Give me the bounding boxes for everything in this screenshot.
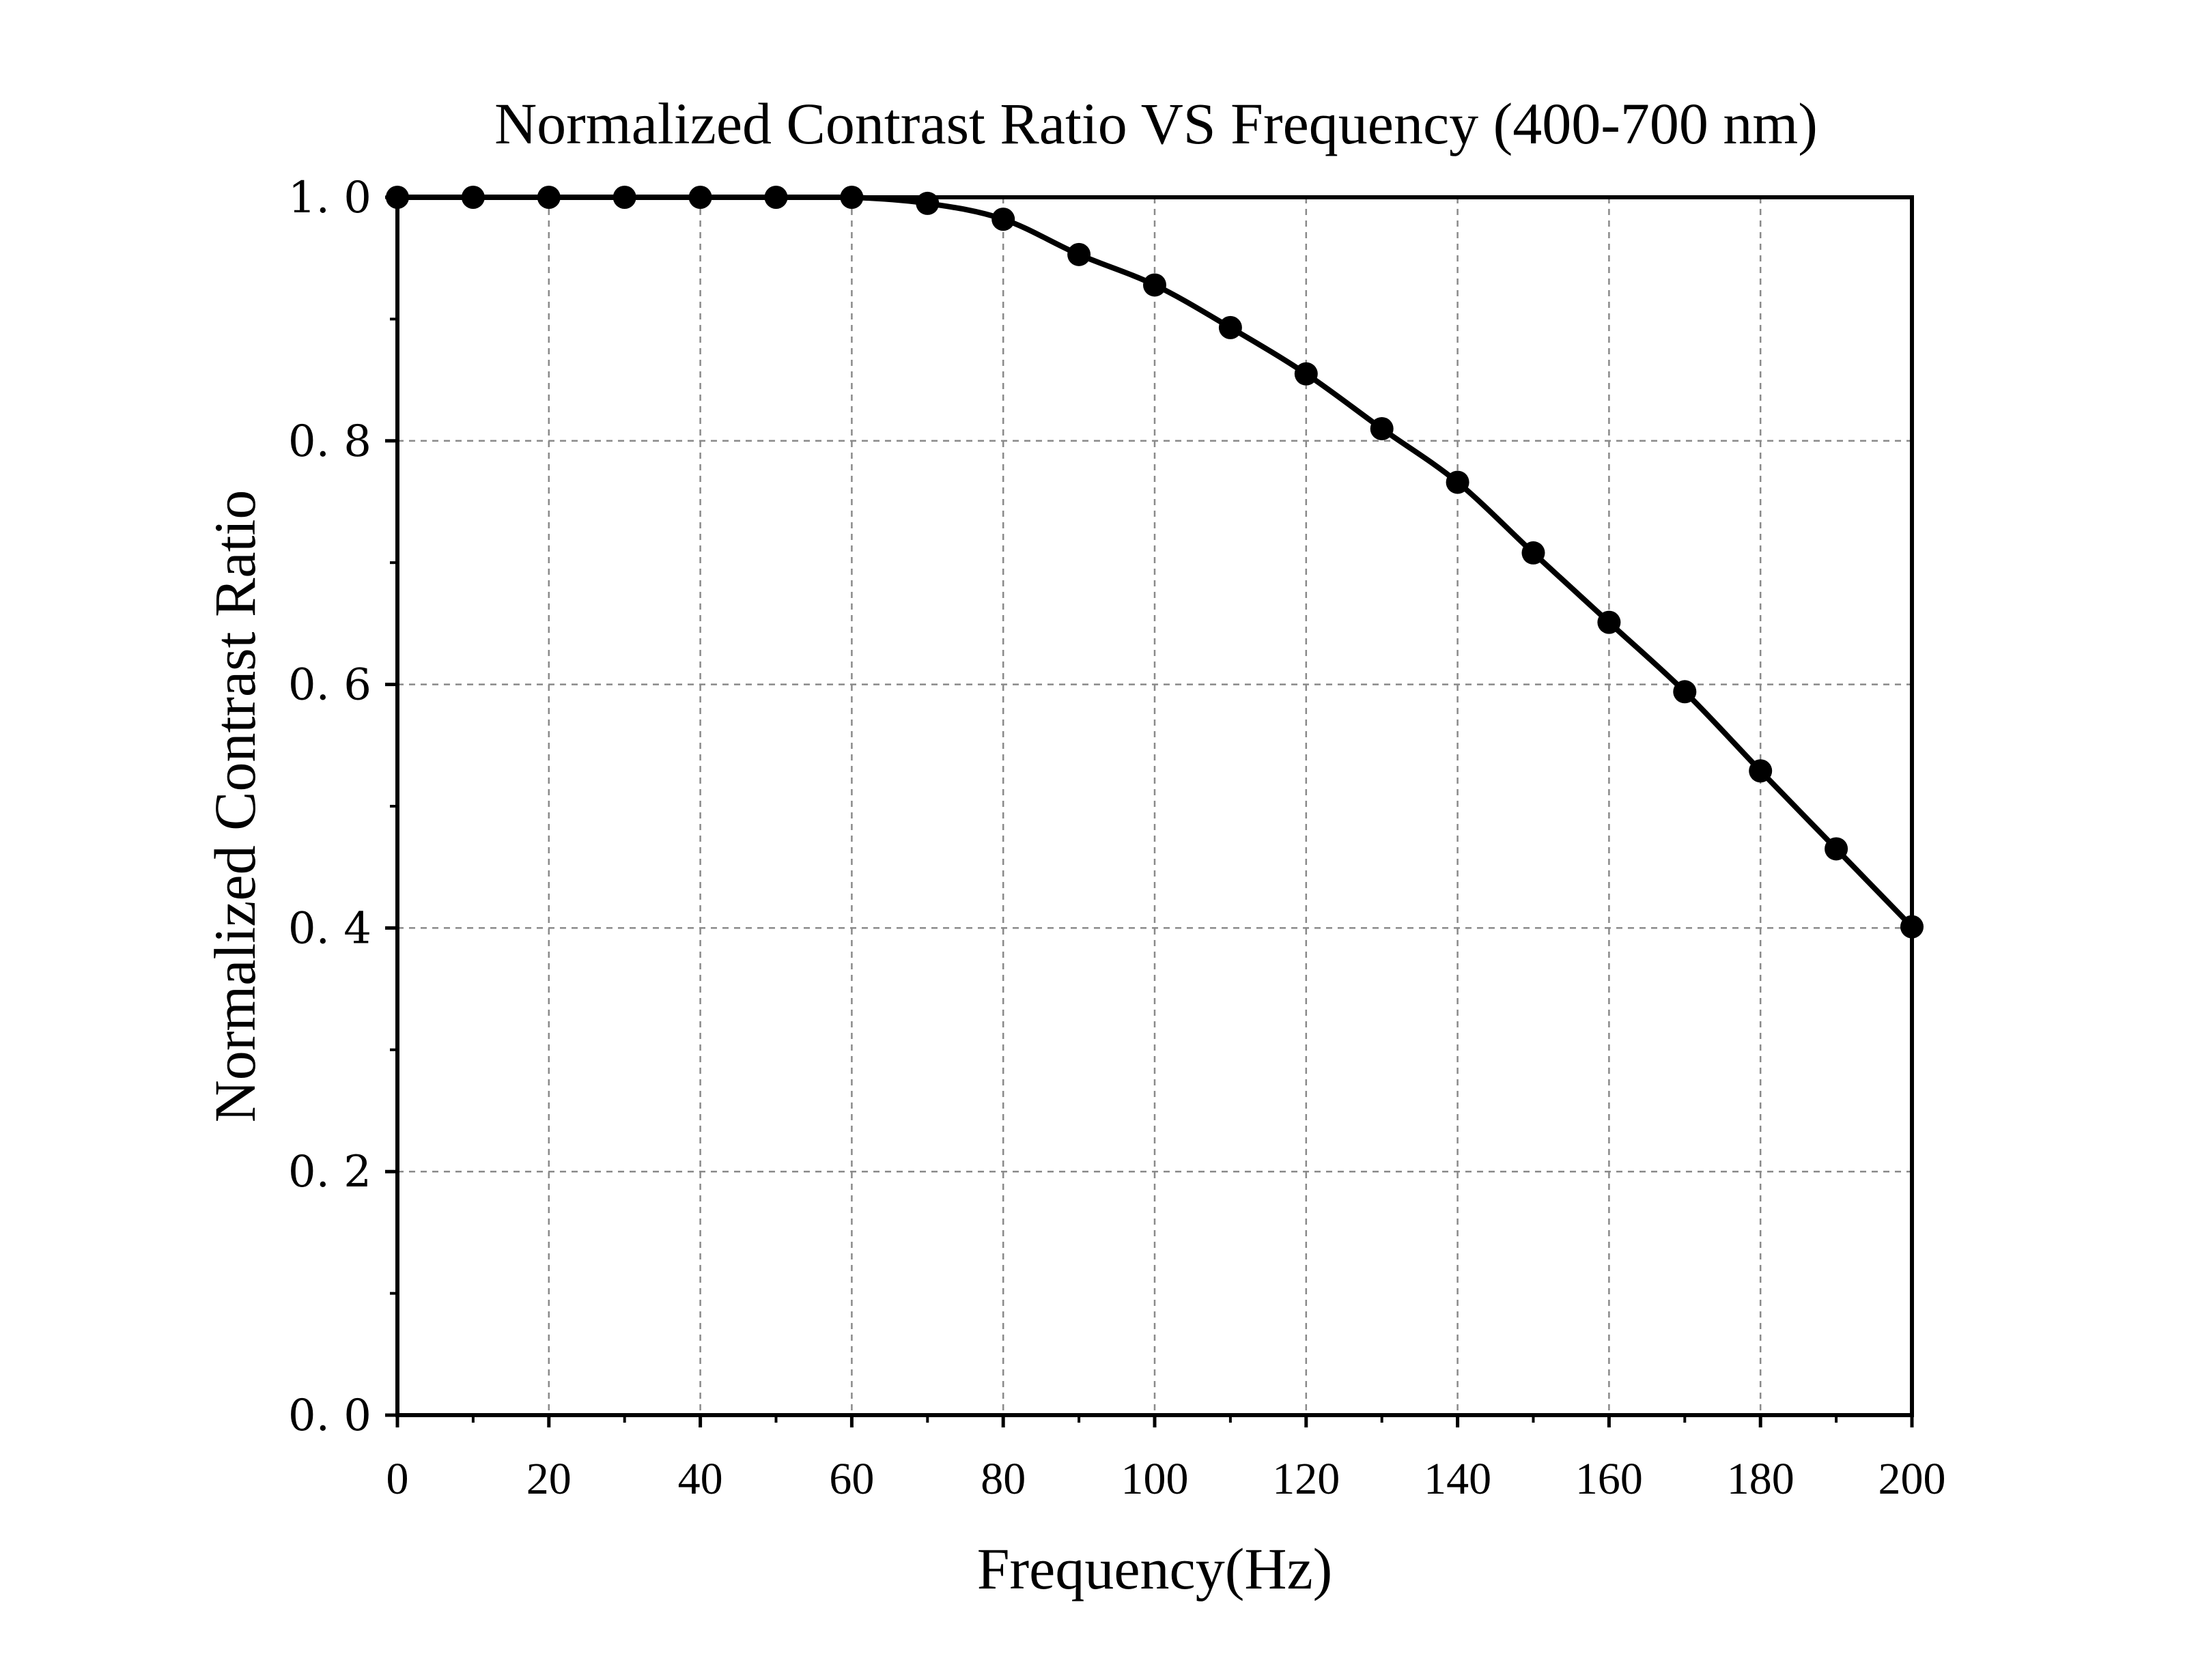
grid-lines [397,197,1912,1415]
y-tick-label: 0. 8 [288,416,371,467]
data-point [1218,315,1242,339]
data-point [1749,759,1773,783]
x-tick-label: 100 [1121,1454,1189,1504]
data-series [386,186,1924,939]
data-point [1446,470,1469,494]
x-tick-label: 120 [1272,1454,1340,1504]
axis-ticks [385,195,1914,1427]
y-tick-label: 0. 6 [288,660,371,711]
data-point [1673,680,1697,704]
y-axis-tick-labels: 0. 0 0. 2 0. 4 0. 6 0. 8 1. 0 [288,173,371,1441]
data-point [1067,242,1091,266]
y-tick-label: 0. 4 [288,903,371,954]
x-tick-label: 140 [1424,1454,1491,1504]
chart-title: Normalized Contrast Ratio VS Frequency (… [494,91,1818,156]
data-point [1521,541,1545,565]
data-point [991,208,1015,231]
y-tick-label: 0. 2 [288,1147,371,1197]
x-axis-label: Frequency(Hz) [977,1536,1333,1601]
x-tick-label: 200 [1878,1454,1946,1504]
x-tick-label: 80 [981,1454,1026,1504]
x-tick-label: 20 [526,1454,572,1504]
x-tick-label: 180 [1727,1454,1794,1504]
y-tick-label: 0. 0 [288,1391,371,1441]
data-point [1370,416,1394,440]
data-point [1294,362,1318,386]
x-tick-label: 60 [829,1454,874,1504]
y-axis-label: Normalized Contrast Ratio [202,490,268,1123]
y-tick-label: 1. 0 [288,173,371,223]
data-point [1143,273,1166,297]
data-point [1825,837,1848,861]
data-point [1597,610,1621,634]
x-tick-label: 40 [678,1454,723,1504]
x-tick-label: 0 [386,1454,409,1504]
x-tick-label: 160 [1575,1454,1643,1504]
x-axis-tick-labels: 0 20 40 60 80 100 120 140 160 180 200 [386,1454,1946,1504]
